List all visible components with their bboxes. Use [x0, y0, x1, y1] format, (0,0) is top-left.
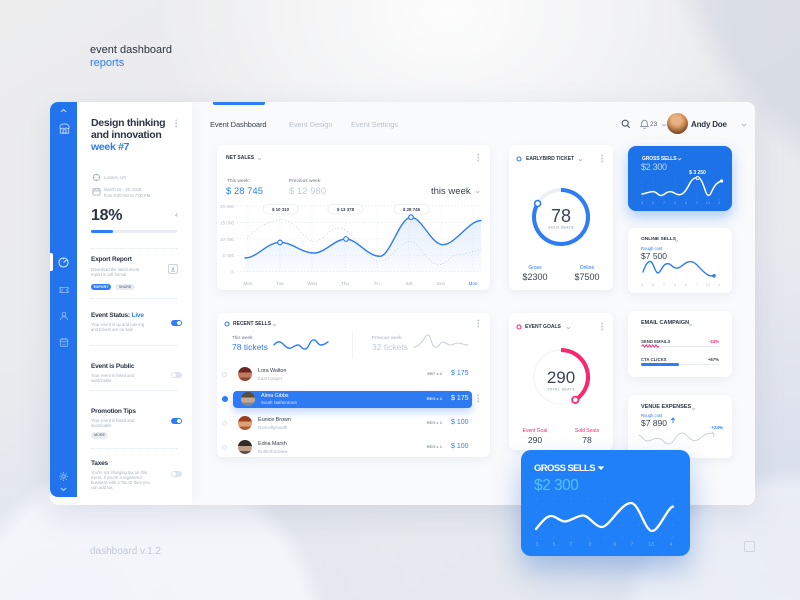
svg-text:7: 7	[696, 282, 699, 287]
svg-text:$ 28 745: $ 28 745	[403, 207, 421, 212]
svg-text:290: 290	[547, 368, 575, 387]
svg-text:SOLD SEATS: SOLD SEATS	[548, 226, 574, 230]
svg-text:Tue: Tue	[276, 281, 284, 286]
svg-text:5: 5	[652, 200, 655, 205]
svg-text:15 000: 15 000	[220, 220, 234, 225]
svg-text:6: 6	[685, 200, 688, 205]
svg-text:$ 13 378: $ 13 378	[337, 207, 355, 212]
svg-text:10 000: 10 000	[220, 237, 234, 242]
svg-text:Wed: Wed	[307, 281, 317, 286]
svg-text:3: 3	[674, 282, 677, 287]
svg-text:5: 5	[652, 282, 655, 287]
svg-text:5: 5	[553, 542, 556, 548]
svg-text:Mon: Mon	[244, 281, 253, 286]
svg-text:4: 4	[718, 282, 721, 287]
svg-text:3: 3	[641, 282, 644, 287]
svg-text:7: 7	[663, 282, 666, 287]
svg-text:13: 13	[706, 200, 711, 205]
svg-text:3: 3	[589, 542, 592, 548]
svg-text:7: 7	[663, 200, 666, 205]
svg-text:6: 6	[685, 282, 688, 287]
svg-text:4: 4	[670, 542, 673, 548]
svg-text:7: 7	[696, 200, 699, 205]
svg-text:Sun: Sun	[437, 281, 446, 286]
svg-text:3: 3	[674, 200, 677, 205]
svg-text:13: 13	[648, 542, 654, 548]
svg-text:20 000: 20 000	[220, 204, 234, 209]
svg-text:$ 3 250: $ 3 250	[689, 170, 706, 176]
svg-text:7: 7	[570, 542, 573, 548]
svg-text:3: 3	[641, 200, 644, 205]
svg-text:Sat: Sat	[406, 281, 414, 286]
svg-text:7: 7	[631, 542, 634, 548]
svg-text:3: 3	[536, 542, 539, 548]
svg-text:78: 78	[551, 206, 571, 226]
svg-text:Thu: Thu	[341, 281, 349, 286]
svg-text:5 000: 5 000	[223, 253, 235, 258]
svg-text:13: 13	[706, 282, 711, 287]
svg-text:6: 6	[614, 542, 617, 548]
svg-text:$ 10 310: $ 10 310	[272, 207, 290, 212]
svg-text:Fri: Fri	[374, 281, 379, 286]
svg-text:0: 0	[231, 270, 234, 275]
svg-text:Mon: Mon	[469, 281, 478, 286]
svg-text:TOTAL SEATS: TOTAL SEATS	[547, 388, 575, 392]
svg-text:4: 4	[718, 200, 721, 205]
